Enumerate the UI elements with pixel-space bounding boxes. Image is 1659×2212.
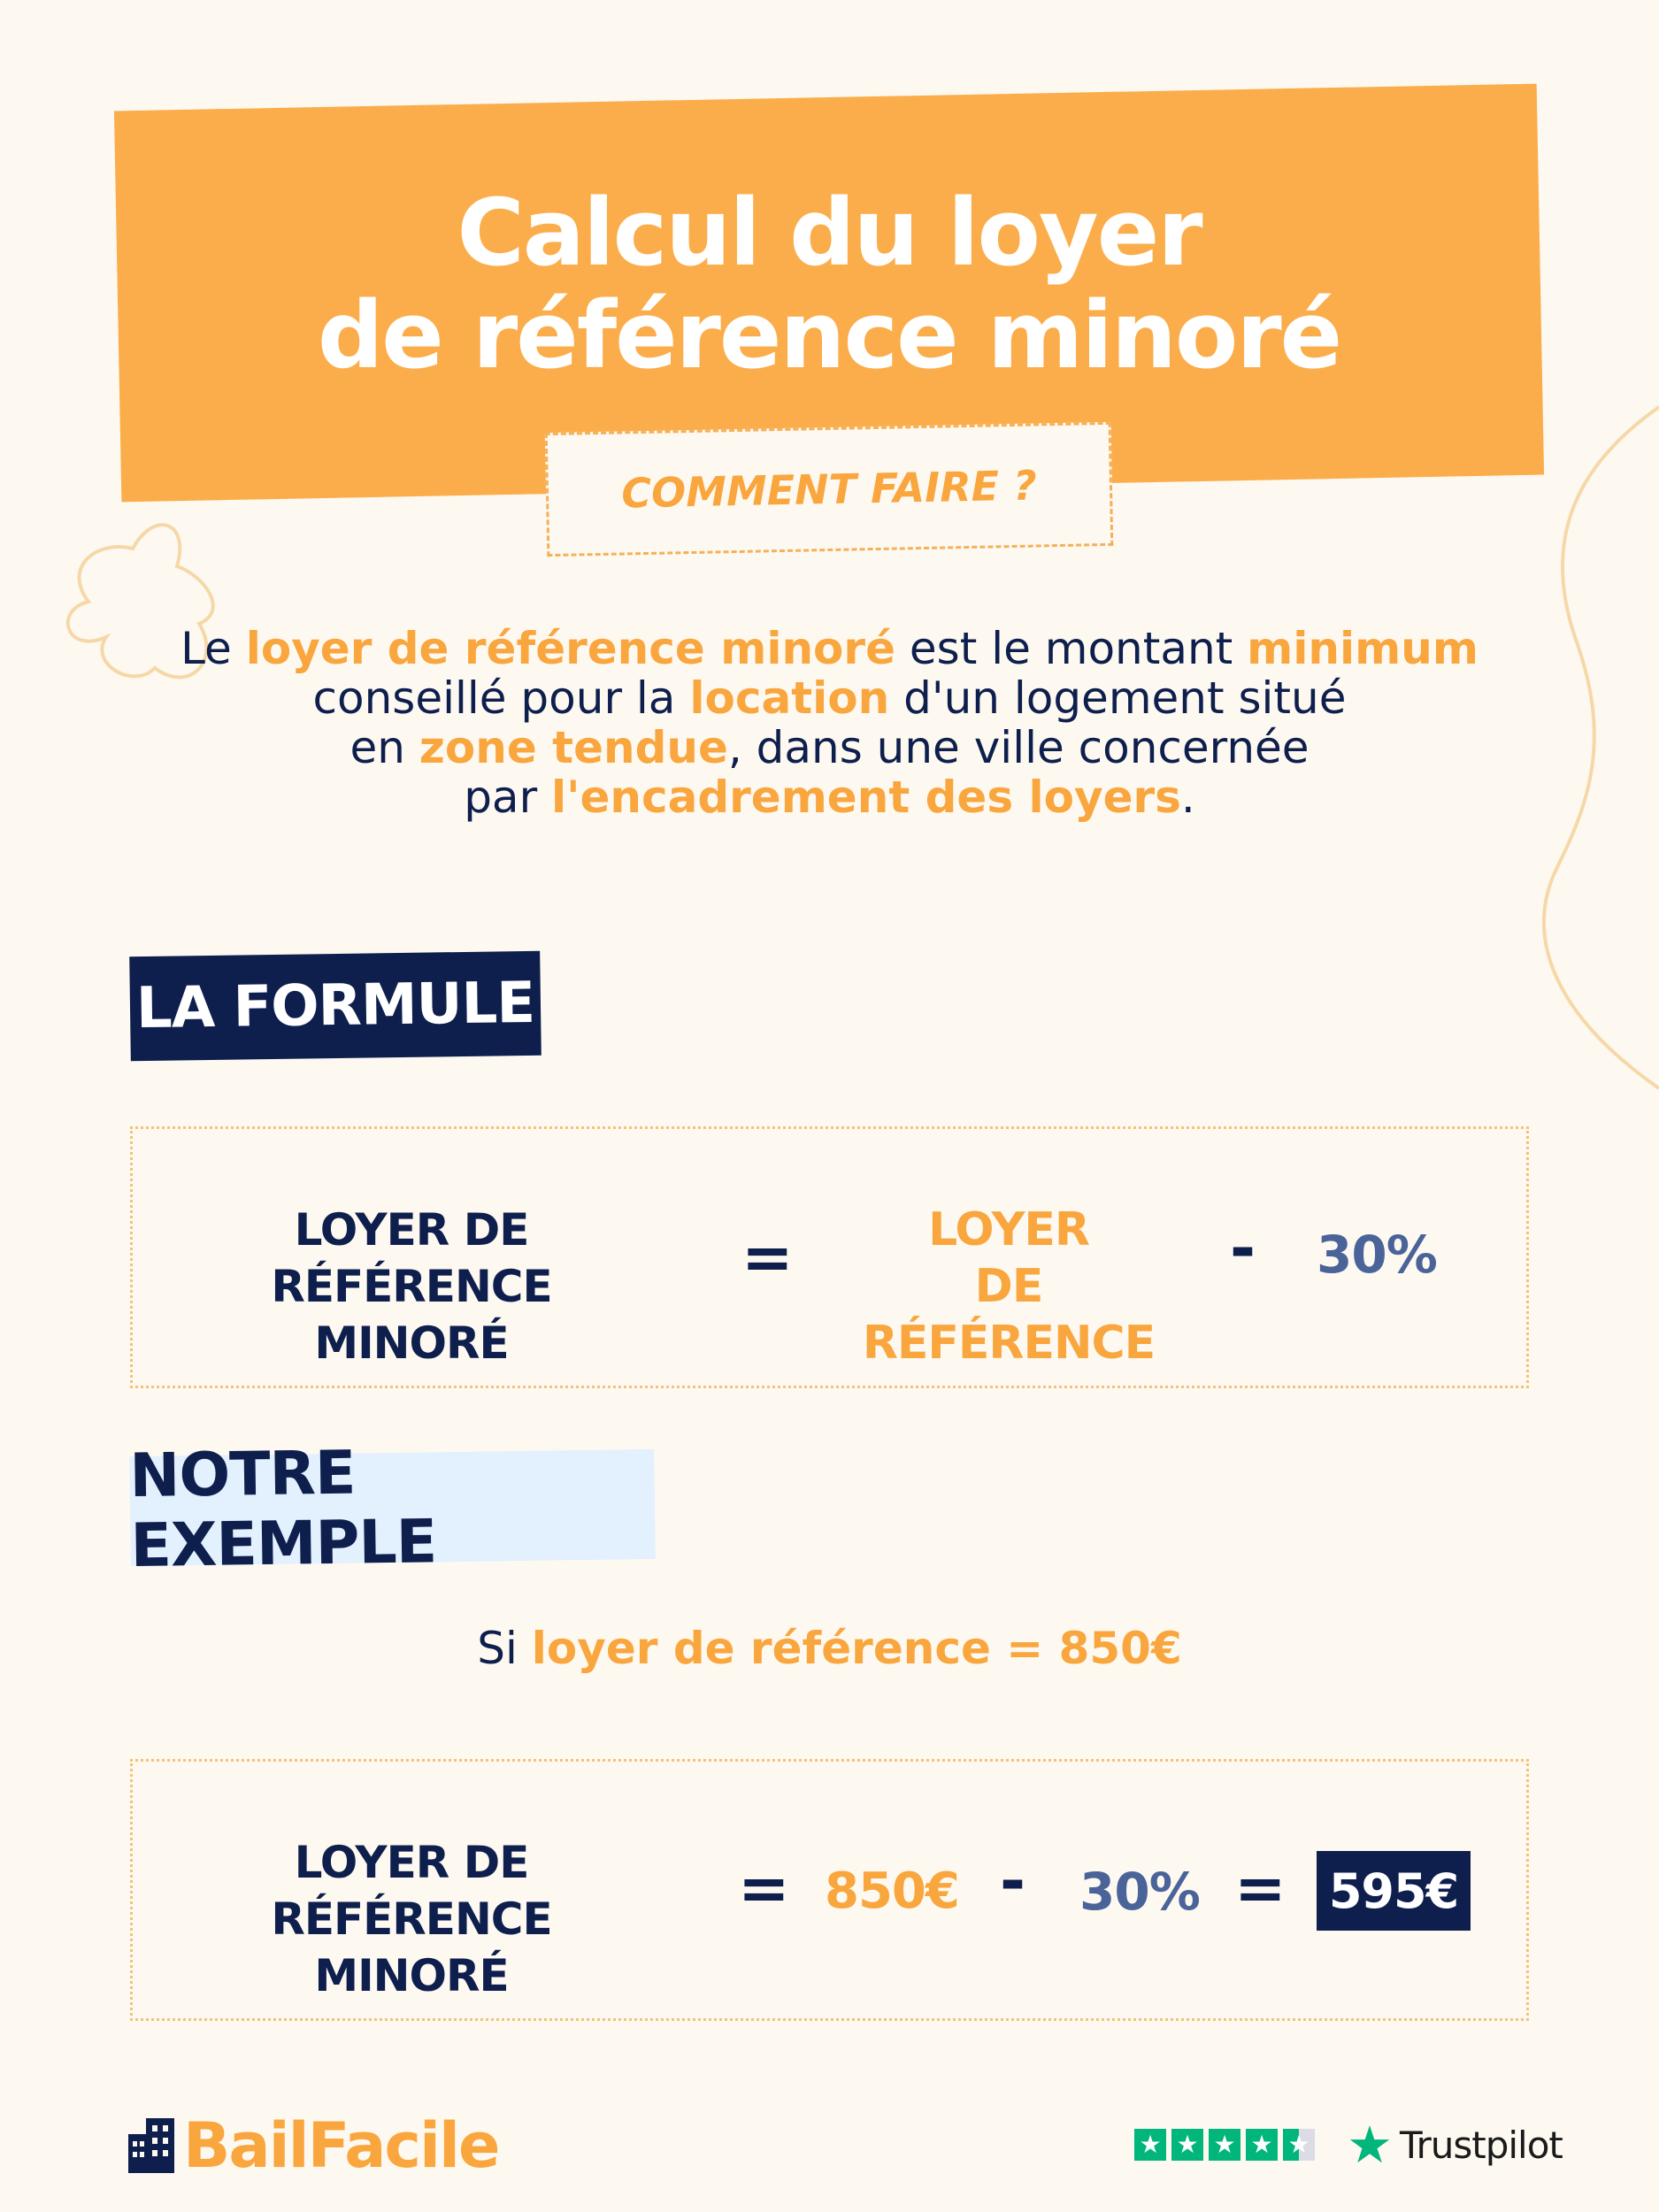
trustpilot-star-icon: ★: [1347, 2115, 1393, 2175]
intro-paragraph: Le loyer de référence minoré est le mont…: [142, 624, 1517, 822]
example-lhs-line-1: LOYER DE: [294, 1837, 530, 1888]
intro-highlight: l'encadrement des loyers: [551, 772, 1181, 823]
formula-minus: -: [1230, 1212, 1256, 1285]
left-blob-decoration: [65, 523, 215, 680]
right-wave-decoration: [1541, 405, 1659, 1090]
intro-line-1: Le loyer de référence minoré est le mont…: [142, 624, 1517, 673]
example-amount: 850€: [825, 1863, 960, 1920]
subtitle: COMMENT FAIRE ?: [620, 461, 1038, 518]
example-condition-value: loyer de référence = 850€: [531, 1623, 1182, 1674]
example-result: 595€: [1317, 1851, 1471, 1931]
example-box: LOYER DE RÉFÉRENCE MINORÉ = 850€ - 30% =: [130, 1759, 1529, 2021]
title-line-2: de référence minoré: [317, 281, 1342, 389]
intro-highlight: zone tendue: [419, 722, 728, 773]
example-lhs: LOYER DE RÉFÉRENCE MINORÉ: [212, 1834, 611, 2004]
intro-text: en: [349, 722, 419, 773]
intro-text: d'un logement situé: [889, 672, 1347, 724]
title-line-1: Calcul du loyer: [457, 179, 1202, 287]
formula-lhs: LOYER DE RÉFÉRENCE MINORÉ: [212, 1202, 611, 1371]
star-icon: ★: [1209, 2129, 1240, 2161]
formula-box: LOYER DE RÉFÉRENCE MINORÉ = LOYER DE RÉF…: [130, 1126, 1529, 1388]
brand-name: BailFacile: [183, 2109, 500, 2182]
intro-highlight: minimum: [1247, 623, 1479, 674]
example-condition-prefix: Si: [477, 1623, 532, 1674]
intro-line-4: par l'encadrement des loyers.: [142, 772, 1517, 822]
intro-text: Le: [180, 623, 246, 674]
intro-text: par: [464, 772, 552, 823]
formula-lhs-line-2: RÉFÉRENCE MINORÉ: [271, 1261, 552, 1369]
example-condition: Si loyer de référence = 850€: [0, 1623, 1659, 1674]
intro-text: , dans une ville concernée: [727, 722, 1310, 773]
example-percent: 30%: [1079, 1862, 1201, 1922]
bailfacile-logo[interactable]: BailFacile: [128, 2109, 500, 2182]
intro-line-2: conseillé pour la location d'un logement…: [142, 673, 1517, 723]
star-icon: ★: [1171, 2129, 1203, 2161]
intro-line-3: en zone tendue, dans une ville concernée: [142, 723, 1517, 772]
intro-text: conseillé pour la: [312, 672, 690, 724]
formula-rhs-line-1: LOYER: [928, 1203, 1090, 1256]
intro-highlight: loyer de référence minoré: [245, 623, 895, 674]
intro-highlight: location: [689, 672, 890, 724]
page-title: Calcul du loyer de référence minoré: [118, 181, 1540, 387]
trustpilot-rating[interactable]: ★ ★ ★ ★ ★ ★ Trustpilot: [1134, 2119, 1563, 2170]
formula-percent: 30%: [1317, 1225, 1438, 1285]
example-lhs-line-2: RÉFÉRENCE MINORÉ: [271, 1893, 552, 2001]
formula-rhs: LOYER DE RÉFÉRENCE: [832, 1202, 1186, 1371]
star-icon: ★: [1134, 2129, 1166, 2161]
formula-rhs-line-2: DE RÉFÉRENCE: [862, 1260, 1156, 1370]
trustpilot-label: Trustpilot: [1400, 2123, 1563, 2167]
example-minus: -: [1000, 1845, 1026, 1917]
formula-lhs-line-1: LOYER DE: [294, 1204, 530, 1256]
star-icon: ★: [1246, 2129, 1278, 2161]
intro-text: est le montant: [895, 623, 1248, 674]
formula-equals: =: [741, 1221, 794, 1294]
building-icon: [128, 2118, 174, 2173]
example-equals-2: =: [1234, 1852, 1286, 1924]
example-equals: =: [738, 1852, 790, 1924]
intro-text: .: [1180, 772, 1195, 823]
subtitle-box: COMMENT FAIRE ?: [544, 421, 1114, 557]
formula-section-label: LA FORMULE: [129, 950, 541, 1062]
half-star-icon: ★: [1283, 2129, 1315, 2161]
example-section-label: NOTRE EXEMPLE: [129, 1439, 656, 1581]
